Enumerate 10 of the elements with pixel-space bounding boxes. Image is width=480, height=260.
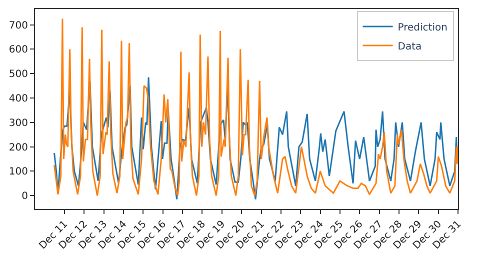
y-tick-label: 500 xyxy=(8,69,28,80)
y-tick-label: 700 xyxy=(8,20,28,32)
y-tick-label: 0 xyxy=(22,191,28,202)
y-tick-label: 100 xyxy=(8,166,28,178)
y-tick-label: 300 xyxy=(8,118,28,129)
legend-label: Prediction xyxy=(398,22,448,34)
legend-label: Data xyxy=(398,41,422,52)
y-tick-label: 200 xyxy=(8,142,28,154)
y-tick-label: 400 xyxy=(8,94,28,105)
y-tick-label: 600 xyxy=(8,44,28,56)
